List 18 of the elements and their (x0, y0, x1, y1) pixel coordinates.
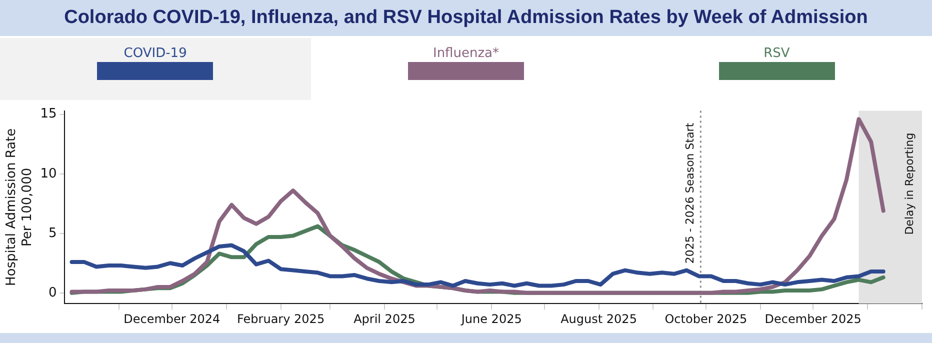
text: RSV (764, 46, 790, 61)
x-tick-label: October 2025 (664, 312, 748, 326)
x-tick-label: June 2025 (460, 312, 522, 326)
x-tick-label: April 2025 (354, 312, 416, 326)
y-tick-label: 15 (40, 106, 57, 122)
x-tick-label: August 2025 (560, 312, 637, 326)
y-tick-label: 10 (40, 166, 57, 182)
band-label: Delay in Reporting (902, 132, 916, 235)
text: COVID-19 (124, 46, 187, 61)
y-tick-label: 0 (48, 285, 57, 300)
x-tick-label: December 2024 (124, 312, 220, 326)
y-tick-label: 5 (48, 226, 57, 241)
ref-line-label: 2025 - 2026 Season Start (684, 122, 697, 264)
chart-title: Colorado COVID-19, Influenza, and RSV Hospital Admission Rates by Week of Admission (0, 0, 932, 36)
x-tick-label: December 2025 (764, 312, 862, 326)
text: Influenza* (432, 46, 500, 61)
y-axis-title: Hospital Admission Rate Per 100,000 (4, 128, 35, 286)
x-tick-label: February 2025 (237, 312, 325, 326)
